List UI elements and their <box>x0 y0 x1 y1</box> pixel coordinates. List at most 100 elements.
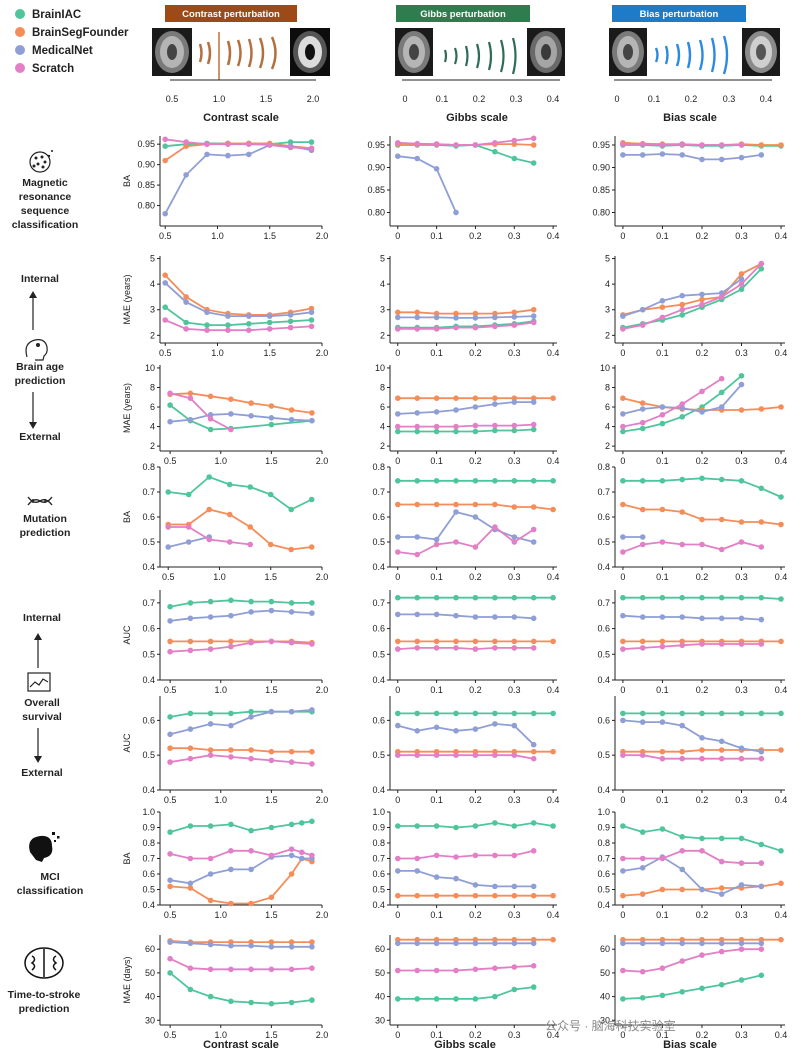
data-point-medicalnet <box>639 614 646 620</box>
data-point-medicalnet <box>288 416 295 423</box>
data-point-medicalnet <box>472 726 479 732</box>
data-point-scratch <box>288 966 295 973</box>
contrast-scale-tick-2: 1.0 <box>213 94 226 104</box>
y-tick-label: 0.6 <box>142 869 155 879</box>
y-tick-label: 40 <box>600 992 610 1002</box>
data-point-medicalnet <box>228 612 234 619</box>
data-point-scratch <box>268 638 275 645</box>
data-point-scratch <box>659 755 666 762</box>
data-point-medicalnet <box>511 314 518 320</box>
task-label-line: MCI <box>40 871 59 883</box>
series-line-brainsegfounder <box>170 940 312 943</box>
data-point-brainsegfounder <box>699 516 705 523</box>
data-point-brainiac <box>639 829 646 835</box>
data-point-brainsegfounder <box>778 521 784 528</box>
data-point-brainiac <box>511 986 518 993</box>
bias-scale-title: Bias scale <box>663 112 717 124</box>
data-point-scratch <box>758 260 765 267</box>
x-tick-label: 0.1 <box>656 572 669 582</box>
data-point-medicalnet <box>639 534 646 540</box>
data-point-medicalnet <box>758 940 765 947</box>
bias-scale-tick-4: 0.3 <box>723 94 736 104</box>
data-point-medicalnet <box>530 313 537 319</box>
data-point-scratch <box>659 314 666 321</box>
data-point-scratch <box>246 327 252 334</box>
series-line-scratch <box>622 948 762 973</box>
data-point-scratch <box>287 144 294 151</box>
y-tick-label: 50 <box>145 968 155 978</box>
data-point-brainiac <box>639 710 646 717</box>
y-tick-label: 0.5 <box>142 649 155 659</box>
data-point-scratch <box>511 422 518 429</box>
x-tick-label: 0.2 <box>696 456 709 466</box>
data-point-brainiac <box>511 823 518 829</box>
series-line-medicalnet <box>164 144 312 215</box>
panel-r7-c0: 30 40 50 60 0.5 1.0 1.5 2.0 MAE (days) <box>122 935 328 1040</box>
data-point-brainsegfounder <box>433 892 440 899</box>
x-tick-label: 2.0 <box>316 456 329 466</box>
series-line-brainiac <box>397 428 534 433</box>
contrast-wave-icon <box>198 36 277 70</box>
data-point-scratch <box>679 306 685 313</box>
data-point-brainsegfounder <box>162 157 168 164</box>
data-point-brainiac <box>433 996 440 1002</box>
data-point-brainiac <box>738 710 745 717</box>
x-tick-label: 0.5 <box>162 572 175 582</box>
data-point-scratch <box>268 966 275 973</box>
data-point-medicalnet <box>228 722 234 729</box>
y-tick-label: 0.5 <box>597 750 610 760</box>
data-point-brainiac <box>738 835 745 842</box>
data-point-scratch <box>738 946 745 952</box>
data-point-medicalnet <box>620 152 626 158</box>
data-point-scratch <box>453 645 459 651</box>
y-tick-label: 5 <box>605 254 610 264</box>
data-point-brainsegfounder <box>226 511 233 518</box>
data-point-brainiac <box>620 594 626 601</box>
data-point-medicalnet <box>530 741 537 748</box>
data-point-brainsegfounder <box>395 395 401 402</box>
y-tick-label: 0.9 <box>597 823 610 833</box>
y-tick-label: 0.5 <box>372 885 385 895</box>
y-tick-label: 0.8 <box>142 462 155 472</box>
data-point-brainiac <box>185 491 192 498</box>
data-point-brainiac <box>395 710 401 717</box>
data-point-scratch <box>530 963 537 969</box>
data-point-scratch <box>530 755 537 762</box>
data-point-brainsegfounder <box>659 886 666 893</box>
data-point-medicalnet <box>758 748 765 755</box>
y-tick-label: 4 <box>605 422 610 432</box>
y-axis-title: BA <box>122 852 132 864</box>
data-point-brainiac <box>511 478 518 484</box>
y-tick-label: 0.4 <box>142 785 155 795</box>
x-tick-label: 0.2 <box>696 795 709 805</box>
series-line-brainsegfounder <box>397 308 534 315</box>
data-point-medicalnet <box>167 418 173 425</box>
data-point-medicalnet <box>248 714 254 720</box>
series-line-medicalnet <box>397 401 534 415</box>
data-point-scratch <box>433 967 440 974</box>
data-point-scratch <box>511 645 518 651</box>
data-point-brainiac <box>207 993 214 1000</box>
y-tick-label: 0.4 <box>372 562 385 572</box>
data-point-medicalnet <box>395 868 401 874</box>
brain-dots-icon <box>29 150 53 173</box>
y-tick-label: 0.6 <box>142 715 155 725</box>
x-tick-label: 0.1 <box>430 348 443 358</box>
data-point-brainsegfounder <box>183 294 189 300</box>
data-point-scratch <box>288 759 295 765</box>
y-axis-title: MAE (years) <box>122 383 132 433</box>
series-line-scratch <box>397 321 534 330</box>
data-point-brainiac <box>699 985 705 992</box>
data-point-medicalnet <box>530 883 537 890</box>
data-point-scratch <box>433 645 440 651</box>
data-point-brainsegfounder <box>718 747 725 753</box>
data-point-scratch <box>395 326 401 332</box>
data-point-brainiac <box>268 421 275 428</box>
x-tick-label: 0 <box>620 910 625 920</box>
data-point-brainiac <box>530 426 537 433</box>
x-tick-label: 0.4 <box>547 231 560 241</box>
x-tick-label: 0 <box>395 795 400 805</box>
data-point-brainsegfounder <box>530 638 537 645</box>
data-point-brainsegfounder <box>414 395 421 402</box>
data-point-medicalnet <box>309 610 315 616</box>
